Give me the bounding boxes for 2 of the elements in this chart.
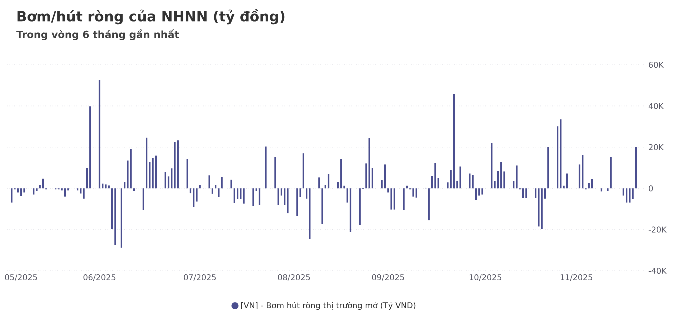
chart-subtitle: Trong vòng 6 tháng gần nhất	[16, 30, 180, 40]
chart-title: Bơm/hút ròng của NHNN (tỷ đồng)	[18, 9, 285, 25]
